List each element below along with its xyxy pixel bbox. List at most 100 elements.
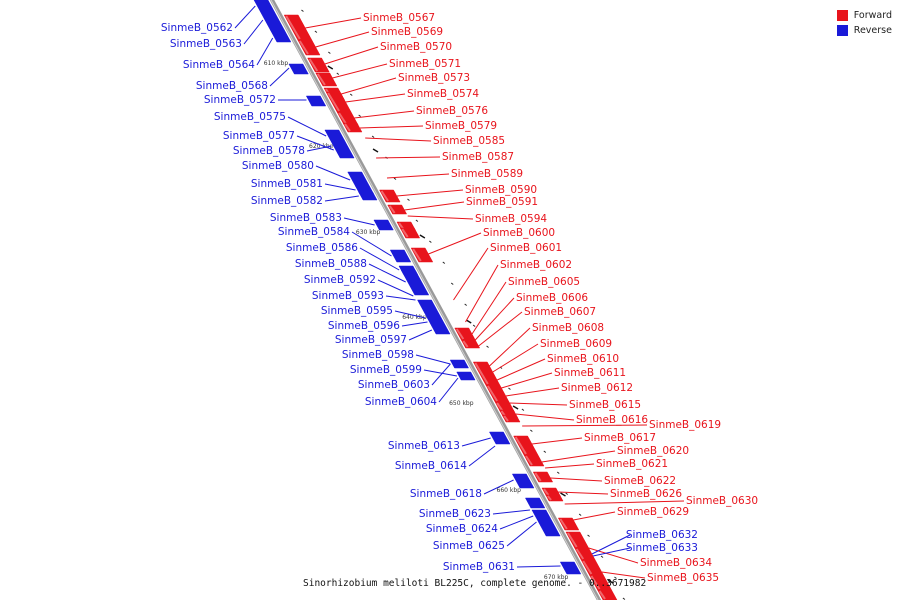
forward-gene-block [342, 122, 363, 133]
forward-gene-label: SinmeB_0573 [398, 72, 470, 84]
reverse-gene-block [389, 249, 412, 263]
forward-gene-label: SinmeB_0607 [524, 306, 596, 318]
forward-gene-block-shade [525, 455, 533, 466]
reverse-gene-block [358, 191, 378, 201]
reverse-gene-block [524, 497, 546, 509]
leader-line-reverse [415, 354, 451, 365]
forward-gene-block [387, 204, 408, 215]
tick-label: 660 kbp [497, 487, 522, 494]
track-dash [407, 198, 410, 201]
reverse-gene-label: SinmeB_0633 [626, 542, 698, 554]
track-dash [442, 261, 446, 264]
forward-gene-block [557, 517, 580, 531]
leader-line-reverse [591, 534, 631, 555]
reverse-gene-block [559, 561, 582, 575]
reverse-gene-block-shade [286, 64, 294, 74]
reverse-gene-block [305, 95, 327, 107]
reverse-gene-label: SinmeB_0595 [321, 305, 393, 317]
reverse-gene-block-shade [257, 12, 270, 30]
track-dash [530, 429, 533, 432]
leader-line-forward [428, 232, 482, 255]
forward-gene-label: SinmeB_0621 [596, 458, 668, 470]
track-dash [565, 492, 568, 495]
reverse-gene-label: SinmeB_0572 [204, 94, 276, 106]
reverse-gene-block [269, 29, 292, 43]
tick-dash [512, 405, 519, 410]
reverse-gene-label: SinmeB_0586 [286, 242, 358, 254]
reverse-gene-label: SinmeB_0563 [170, 38, 242, 50]
forward-gene-block [460, 339, 481, 349]
backbone-highlight [270, 0, 599, 600]
forward-gene-block-shade [503, 415, 509, 422]
leader-line-reverse [592, 547, 631, 557]
leader-line-forward [359, 125, 424, 129]
forward-gene-label: SinmeB_0609 [540, 338, 612, 350]
forward-gene-block [379, 189, 401, 203]
reverse-gene-label: SinmeB_0631 [443, 561, 515, 573]
tick-label: 620 kbp [309, 143, 334, 150]
forward-gene-label: SinmeB_0605 [508, 276, 580, 288]
forward-gene-label: SinmeB_0591 [466, 196, 538, 208]
reverse-gene-block-shade [396, 266, 403, 275]
track-dash [301, 9, 304, 12]
reverse-gene-label: SinmeB_0632 [626, 529, 698, 541]
reverse-gene-block-shade [529, 510, 545, 536]
reverse-gene-block [449, 359, 469, 369]
leader-line-reverse [483, 479, 514, 495]
leader-line-forward [601, 571, 646, 579]
forward-gene-block-shade [567, 532, 578, 548]
leader-line-forward [573, 511, 616, 521]
forward-gene-block-shade [455, 328, 465, 340]
track-dash [587, 534, 590, 537]
reverse-gene-block-shade [387, 250, 396, 262]
leader-line-reverse [296, 135, 334, 151]
reverse-gene-label: SinmeB_0562 [161, 22, 233, 34]
leader-line-forward [522, 424, 648, 427]
forward-gene-label: SinmeB_0587 [442, 151, 514, 163]
leader-line-forward [501, 372, 553, 389]
tick-dash [327, 65, 334, 70]
track-dash [328, 51, 331, 54]
reverse-gene-label: SinmeB_0618 [410, 488, 482, 500]
forward-gene-label: SinmeB_0611 [554, 367, 626, 379]
forward-gene-label: SinmeB_0590 [465, 184, 537, 196]
forward-gene-label: SinmeB_0571 [389, 58, 461, 70]
track-dash [358, 114, 361, 117]
leader-line-forward [489, 327, 531, 367]
leader-line-reverse [431, 363, 451, 386]
forward-gene-label: SinmeB_0616 [576, 414, 648, 426]
reverse-gene-block [373, 219, 394, 231]
forward-gene-block [597, 589, 618, 600]
forward-gene-block [307, 57, 330, 73]
reverse-gene-label: SinmeB_0599 [350, 364, 422, 376]
reverse-gene-label: SinmeB_0580 [242, 160, 314, 172]
forward-gene-block-shade [543, 488, 550, 496]
leader-line-forward [465, 264, 499, 323]
leader-line-reverse [438, 377, 459, 403]
forward-gene-label: SinmeB_0629 [617, 506, 689, 518]
track-dash [556, 471, 560, 474]
tick-dash [372, 148, 379, 153]
leader-line-reverse [343, 217, 375, 226]
reverse-gene-label: SinmeB_0568 [196, 80, 268, 92]
forward-gene-label: SinmeB_0570 [380, 41, 452, 53]
forward-gene-label: SinmeB_0602 [500, 259, 572, 271]
forward-gene-label: SinmeB_0567 [363, 12, 435, 24]
leader-line-forward [305, 17, 362, 29]
reverse-gene-block [531, 509, 561, 537]
track-dash [336, 72, 340, 75]
forward-gene-block-shade [380, 190, 389, 202]
forward-gene-block-shade [327, 92, 340, 112]
forward-gene-block-shade [308, 58, 319, 72]
leader-line-forward [564, 500, 685, 505]
track-dash [622, 597, 626, 600]
leader-line-forward [324, 46, 379, 65]
reverse-gene-label: SinmeB_0575 [214, 111, 286, 123]
leader-line-reverse [269, 67, 290, 87]
reverse-gene-label: SinmeB_0577 [223, 130, 295, 142]
reverse-gene-block-shade [344, 172, 355, 186]
reverse-gene-label: SinmeB_0624 [426, 523, 498, 535]
tick-dash [419, 234, 426, 239]
leader-line-forward [407, 215, 474, 220]
forward-gene-block-shade [575, 548, 585, 560]
